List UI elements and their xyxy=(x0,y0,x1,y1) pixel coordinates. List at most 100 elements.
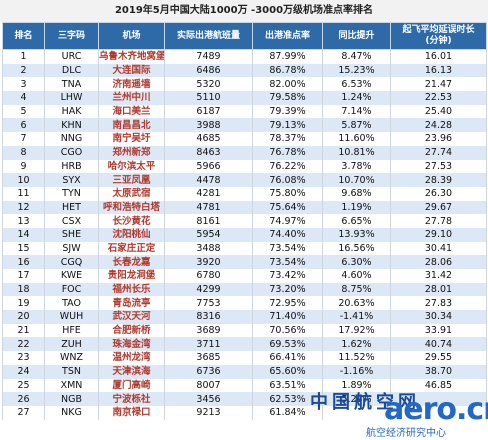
cell-code: CGQ xyxy=(44,255,99,269)
cell-flights: 7489 xyxy=(164,49,253,64)
header-yoy: 同比提升 xyxy=(322,22,391,50)
cell-avg-delay: 31.42 xyxy=(390,269,487,283)
cell-airport-name: 宁波栎社 xyxy=(98,392,165,406)
cell-flights: 9213 xyxy=(164,405,253,420)
cell-flights: 3685 xyxy=(164,351,253,365)
cell-rank: 21 xyxy=(2,323,45,338)
cell-code: HRB xyxy=(44,159,99,174)
cell-flights: 8463 xyxy=(164,145,253,160)
table-row: 25 XMN 厦门高崎 8007 63.51% 1.89% 46.85 xyxy=(2,378,487,393)
cell-airport-name: 济南遥墙 xyxy=(98,77,165,92)
cell-airport-name: 长春龙嘉 xyxy=(98,255,165,269)
cell-flights: 3456 xyxy=(164,392,253,406)
cell-avg-delay: 29.10 xyxy=(390,227,487,242)
cell-flights: 8316 xyxy=(164,310,253,324)
table-row: 26 NGB 宁波栎社 3456 62.53% 5.24% xyxy=(2,392,487,406)
cell-flights: 3920 xyxy=(164,255,253,269)
cell-yoy-change: 1.19% xyxy=(322,200,391,215)
cell-rank: 14 xyxy=(2,227,45,242)
cell-flights: 4685 xyxy=(164,132,253,146)
cell-flights: 7753 xyxy=(164,296,253,311)
cell-airport-name: 南京禄口 xyxy=(98,405,165,420)
table-row: 2 DLC 大连国际 6486 86.78% 15.23% 16.13 xyxy=(2,63,487,78)
cell-airport-name: 温州龙湾 xyxy=(98,351,165,365)
cell-code: WUH xyxy=(44,310,99,324)
cell-airport-name: 武汉天河 xyxy=(98,310,165,324)
cell-airport-name: 海口美兰 xyxy=(98,104,165,119)
cell-code: TSN xyxy=(44,364,99,379)
cell-airport-name: 大连国际 xyxy=(98,63,165,78)
table-row: 22 ZUH 珠海金湾 3711 69.53% 1.62% 40.74 xyxy=(2,337,487,352)
cell-flights: 4781 xyxy=(164,200,253,215)
table-row: 6 KHN 南昌昌北 3988 79.13% 5.87% 24.28 xyxy=(2,118,487,133)
table-row: 4 LHW 兰州中川 5110 79.58% 1.24% 22.53 xyxy=(2,91,487,105)
cell-airport-name: 石家庄正定 xyxy=(98,241,165,256)
cell-avg-delay: 27.53 xyxy=(390,159,487,174)
cell-rank: 2 xyxy=(2,63,45,78)
cell-flights: 4281 xyxy=(164,186,253,201)
cell-yoy-change: 1.62% xyxy=(322,337,391,352)
cell-avg-delay: 46.85 xyxy=(390,378,487,393)
cell-flights: 6187 xyxy=(164,104,253,119)
cell-flights: 4299 xyxy=(164,282,253,297)
cell-ontime-rate: 73.54% xyxy=(252,241,323,256)
cell-code: CSX xyxy=(44,214,99,228)
table-row: 17 KWE 贵阳龙洞堡 6780 73.42% 4.60% 31.42 xyxy=(2,269,487,283)
cell-ontime-rate: 72.95% xyxy=(252,296,323,311)
header-airport: 机场 xyxy=(98,22,165,50)
cell-airport-name: 太原武宿 xyxy=(98,186,165,201)
cell-rank: 24 xyxy=(2,364,45,379)
cell-avg-delay: 28.01 xyxy=(390,282,487,297)
table-row: 9 HRB 哈尔滨太平 5966 76.22% 3.78% 27.53 xyxy=(2,159,487,174)
cell-airport-name: 青岛流亭 xyxy=(98,296,165,311)
cell-yoy-change: -1.41% xyxy=(322,310,391,324)
cell-avg-delay: 22.53 xyxy=(390,91,487,105)
cell-ontime-rate: 76.22% xyxy=(252,159,323,174)
cell-rank: 4 xyxy=(2,91,45,105)
table-row: 20 WUH 武汉天河 8316 71.40% -1.41% 30.34 xyxy=(2,310,487,324)
cell-ontime-rate: 76.08% xyxy=(252,173,323,187)
cell-code: XMN xyxy=(44,378,99,393)
cell-flights: 5954 xyxy=(164,227,253,242)
cell-avg-delay xyxy=(390,392,487,406)
cell-ontime-rate: 73.42% xyxy=(252,269,323,283)
table-row: 12 HET 呼和浩特白塔 4781 75.64% 1.19% 29.67 xyxy=(2,200,487,215)
cell-yoy-change: 17.92% xyxy=(322,323,391,338)
table-row: 13 CSX 长沙黄花 8161 74.97% 6.65% 27.78 xyxy=(2,214,487,228)
cell-ontime-rate: 79.13% xyxy=(252,118,323,133)
cell-avg-delay: 28.39 xyxy=(390,173,487,187)
cell-airport-name: 长沙黄花 xyxy=(98,214,165,228)
cell-yoy-change: 15.23% xyxy=(322,63,391,78)
cell-yoy-change xyxy=(322,405,391,420)
table-row: 3 TNA 济南遥墙 5320 82.00% 6.53% 21.47 xyxy=(2,77,487,92)
cell-ontime-rate: 86.78% xyxy=(252,63,323,78)
cell-flights: 5320 xyxy=(164,77,253,92)
cell-rank: 8 xyxy=(2,145,45,160)
table-row: 21 HFE 合肥新桥 3689 70.56% 17.92% 33.91 xyxy=(2,323,487,338)
cell-ontime-rate: 65.60% xyxy=(252,364,323,379)
cell-airport-name: 厦门高崎 xyxy=(98,378,165,393)
cell-avg-delay: 38.70 xyxy=(390,364,487,379)
cell-yoy-change: 4.60% xyxy=(322,269,391,283)
cell-yoy-change: -1.16% xyxy=(322,364,391,379)
cell-ontime-rate: 61.84% xyxy=(252,405,323,420)
cell-airport-name: 天津滨海 xyxy=(98,364,165,379)
cell-airport-name: 珠海金湾 xyxy=(98,337,165,352)
cell-yoy-change: 16.56% xyxy=(322,241,391,256)
table-row: 14 SHE 沈阳桃仙 5954 74.40% 13.93% 29.10 xyxy=(2,227,487,242)
cell-avg-delay: 24.28 xyxy=(390,118,487,133)
cell-ontime-rate: 75.64% xyxy=(252,200,323,215)
cell-yoy-change: 11.52% xyxy=(322,351,391,365)
cell-yoy-change: 9.68% xyxy=(322,186,391,201)
cell-ontime-rate: 69.53% xyxy=(252,337,323,352)
cell-rank: 26 xyxy=(2,392,45,406)
table-row: 15 SJW 石家庄正定 3488 73.54% 16.56% 30.41 xyxy=(2,241,487,256)
header-ontime-rate: 出港准点率 xyxy=(252,22,323,50)
cell-ontime-rate: 73.54% xyxy=(252,255,323,269)
table-row: 24 TSN 天津滨海 6736 65.60% -1.16% 38.70 xyxy=(2,364,487,379)
ranking-table: 排名 三字码 机场 实际出港航班量 出港准点率 同比提升 起飞平均延误时长 (分… xyxy=(2,22,487,420)
cell-code: WNZ xyxy=(44,351,99,365)
cell-avg-delay: 28.06 xyxy=(390,255,487,269)
cell-ontime-rate: 73.20% xyxy=(252,282,323,297)
watermark-sub: 航空经济研究中心 xyxy=(366,428,446,439)
